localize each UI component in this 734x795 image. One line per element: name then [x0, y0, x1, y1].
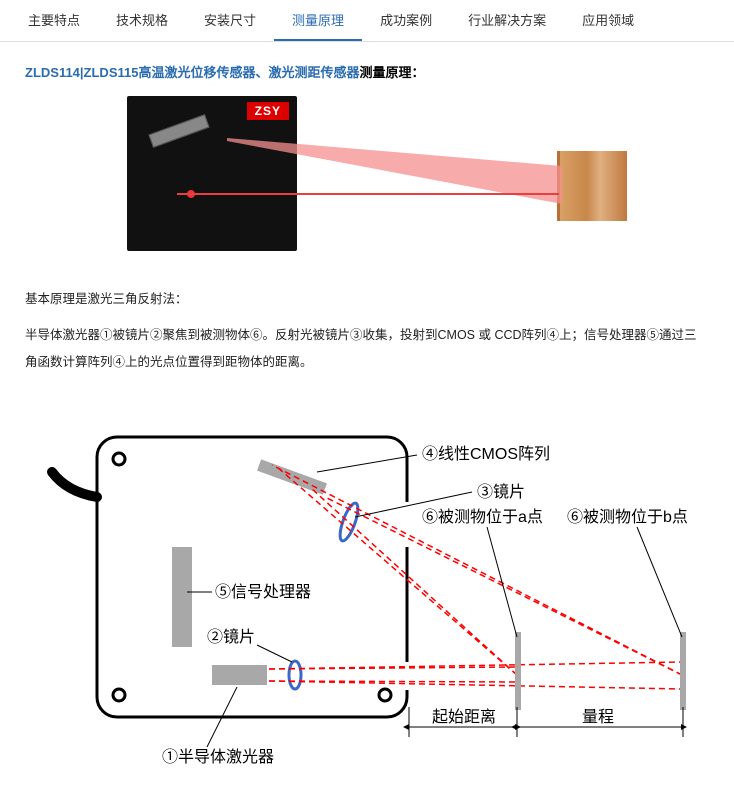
sensor-logo: ZSY: [247, 102, 289, 120]
tab-测量原理[interactable]: 测量原理: [274, 0, 362, 41]
label-start-distance: 起始距离: [432, 708, 496, 726]
label-lens3: ③镜片: [477, 482, 525, 501]
label-obj-a: ⑥被测物位于a点: [422, 508, 543, 526]
tab-技术规格[interactable]: 技术规格: [98, 0, 186, 41]
label-proc: ⑤信号处理器: [215, 583, 311, 601]
heading-blue: ZLDS114|ZLDS115高温激光位移传感器、激光测距传感器: [25, 65, 359, 80]
sensor-window: [148, 114, 209, 148]
paragraph-1: 基本原理是激光三角反射法：: [25, 286, 709, 314]
tab-安装尺寸[interactable]: 安装尺寸: [186, 0, 274, 41]
content-area: ZLDS114|ZLDS115高温激光位移传感器、激光测距传感器测量原理： ZS…: [0, 42, 734, 787]
principle-diagram: ④线性CMOS阵列 ③镜片 ⑥被测物位于a点 ⑥被测物位于b点 ⑤信号处理器 ②…: [27, 407, 707, 767]
heading-black: 测量原理：: [359, 65, 424, 80]
sensor-body: ZSY: [127, 96, 297, 251]
tab-行业解决方案[interactable]: 行业解决方案: [450, 0, 564, 41]
tab-主要特点[interactable]: 主要特点: [10, 0, 98, 41]
tab-bar: 主要特点技术规格安装尺寸测量原理成功案例行业解决方案应用领域: [0, 0, 734, 42]
section-heading: ZLDS114|ZLDS115高温激光位移传感器、激光测距传感器测量原理：: [25, 62, 709, 81]
tab-应用领域[interactable]: 应用领域: [564, 0, 652, 41]
sensor-photo-illustration: ZSY: [107, 96, 627, 256]
paragraph-2: 半导体激光器①被镜片②聚焦到被测物体⑥。反射光被镜片③收集，投射到CMOS 或 …: [25, 322, 709, 377]
label-lens2: ②镜片: [207, 627, 255, 646]
tab-成功案例[interactable]: 成功案例: [362, 0, 450, 41]
label-obj-b: ⑥被测物位于b点: [567, 508, 688, 526]
label-cmos: ④线性CMOS阵列: [422, 445, 550, 463]
label-laser: ①半导体激光器: [162, 748, 274, 766]
laser-aperture: [187, 190, 195, 198]
label-range: 量程: [582, 708, 614, 726]
target-surface: [557, 151, 627, 221]
